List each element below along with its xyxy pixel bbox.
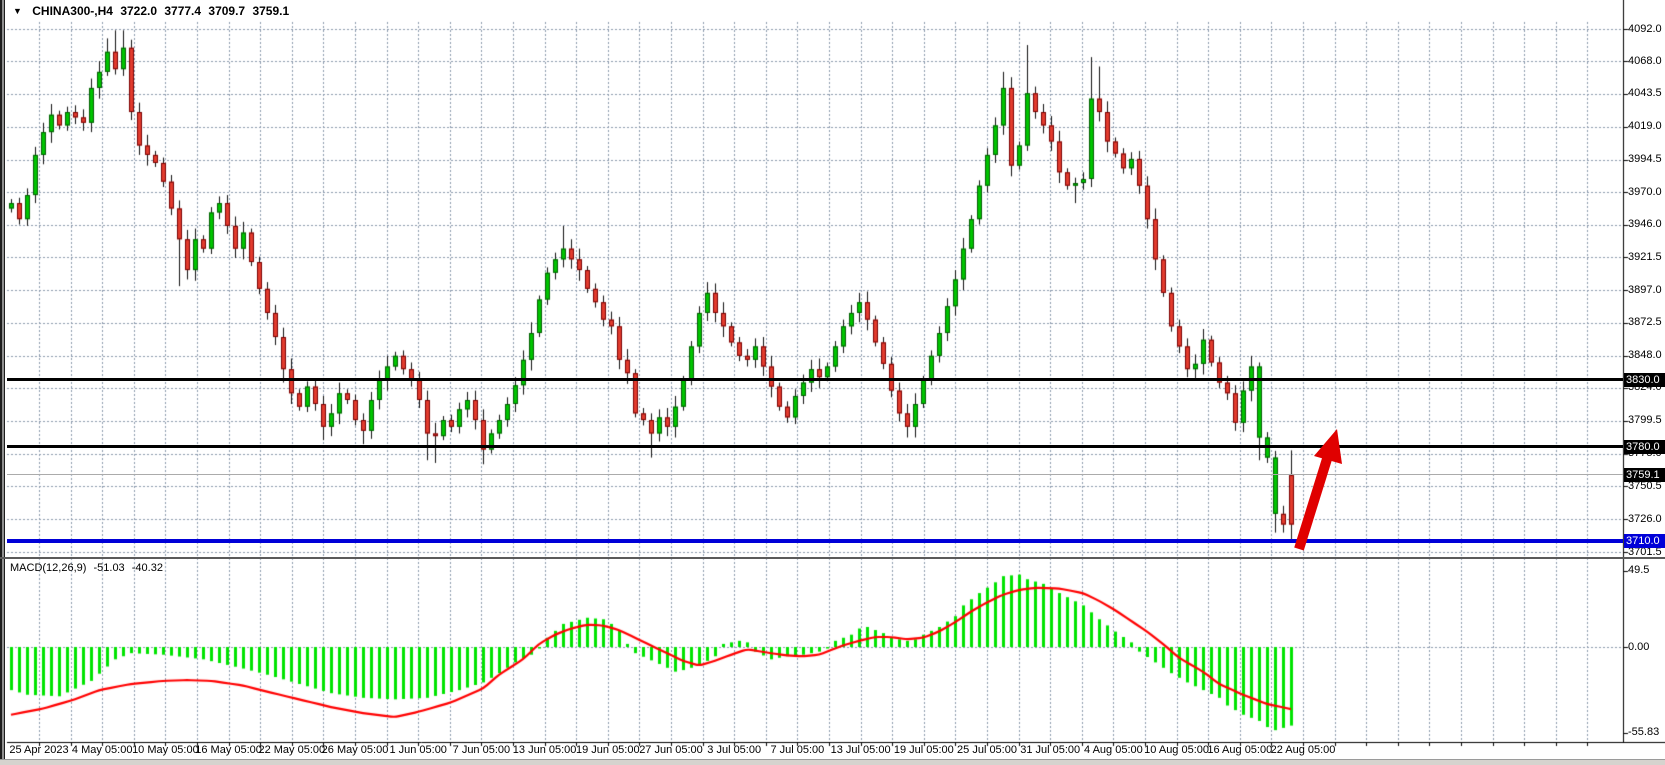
macd-scale-label: 0.00 [1628,640,1650,653]
time-tick-label: 13 Jun 05:00 [512,744,577,756]
price-tick-label: 4043.5 [1628,87,1662,100]
price-tick-label: 3872.5 [1628,316,1662,329]
price-tick-label: 3799.5 [1628,414,1662,427]
time-tick-label: 3 Jul 05:00 [707,744,762,756]
time-tick-label: 27 Jun 05:00 [639,744,703,756]
ohlc-close: 3759.1 [252,4,290,18]
resistance-line-3780[interactable] [7,445,1623,449]
resistance-line-3830[interactable] [7,378,1623,382]
macd-name: MACD(12,26,9) [10,562,87,574]
time-tick-label: 7 Jun 05:00 [452,744,511,756]
window-left-edge [0,0,5,765]
time-tick-label: 31 Jul 05:00 [1020,744,1081,756]
time-tick-label: 25 Apr 2023 [9,744,69,756]
macd-value: -51.03 [93,562,125,574]
price-tick-label: 3726.0 [1628,512,1662,525]
support-line-3710[interactable] [7,538,1623,543]
price-tick-label: 4068.0 [1628,54,1662,67]
price-tick-label: 3848.0 [1628,349,1662,362]
price-tick-label: 3701.5 [1628,545,1662,558]
bullish-arrow-annotation[interactable] [1288,412,1358,562]
time-tick-label: 7 Jul 05:00 [770,744,825,756]
price-tick-label: 3750.5 [1628,479,1662,492]
price-tick-label: 3946.0 [1628,218,1662,231]
price-tick-label: 4092.0 [1628,22,1662,35]
ohlc-high: 3777.4 [164,4,202,18]
macd-signal-value: -40.32 [131,562,163,574]
time-tick-label: 19 Jun 05:00 [575,744,640,756]
time-tick-label: 4 Aug 05:00 [1084,744,1143,756]
price-badge: 3830.0 [1624,372,1665,387]
price-badge: 3759.1 [1624,467,1665,482]
status-strip [0,759,1665,765]
time-tick-label: 16 Aug 05:00 [1207,744,1273,756]
pane-separator[interactable] [0,557,1665,559]
ohlc-open: 3722.0 [120,4,158,18]
macd-scale-label: -55.83 [1628,726,1660,739]
price-tick-label: 3994.5 [1628,153,1662,166]
time-tick-label: 22 May 05:00 [258,744,326,756]
ohlc-low: 3709.7 [208,4,246,18]
symbol-dropdown-icon[interactable]: ▼ [13,6,22,16]
macd-scale-label: 49.5 [1628,564,1650,577]
price-tick-label: 3970.0 [1628,185,1662,198]
time-tick-label: 22 Aug 05:00 [1270,744,1336,756]
time-tick-label: 16 May 05:00 [195,744,262,756]
price-tick-label: 4019.0 [1628,120,1662,133]
price-tick-label: 3921.5 [1628,250,1662,263]
time-tick-label: 10 May 05:00 [132,744,199,756]
time-tick-label: 26 May 05:00 [321,744,389,756]
chart-header: ▼ CHINA300-,H4 3722.0 3777.4 3709.7 3759… [13,4,293,18]
symbol-period-label: CHINA300-,H4 [32,4,113,18]
price-tick-label: 3897.0 [1628,283,1662,296]
time-tick-label: 25 Jul 05:00 [957,744,1017,756]
price-badge: 3780.0 [1624,439,1665,454]
time-tick-label: 1 Jun 05:00 [389,744,447,756]
time-tick-label: 19 Jul 05:00 [893,744,954,756]
current-price-line[interactable] [7,474,1623,476]
price-badge: 3710.0 [1624,533,1665,548]
time-tick-label: 10 Aug 05:00 [1144,744,1210,756]
macd-indicator-label: MACD(12,26,9) -51.03 -40.32 [10,562,167,574]
time-tick-label: 4 May 05:00 [71,744,133,756]
time-tick-label: 13 Jul 05:00 [830,744,891,756]
